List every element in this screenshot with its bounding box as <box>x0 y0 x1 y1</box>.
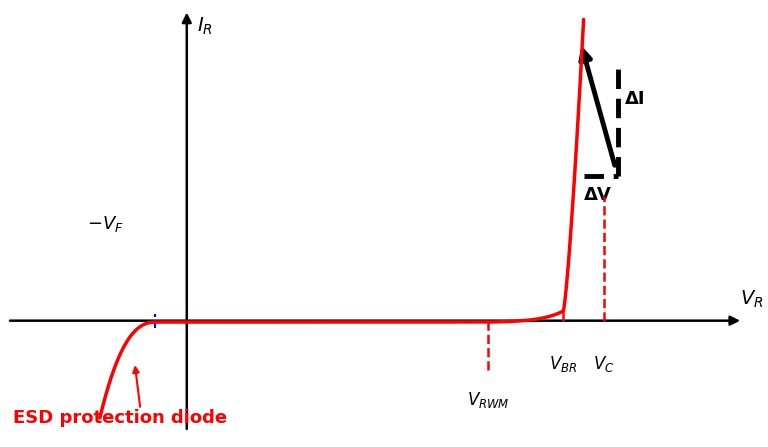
Text: $V_C$: $V_C$ <box>593 354 614 374</box>
Text: $V_{RWM}$: $V_{RWM}$ <box>467 390 509 410</box>
Text: $V_R$: $V_R$ <box>740 288 763 310</box>
Text: ΔI: ΔI <box>625 89 646 108</box>
Text: ΔV: ΔV <box>584 186 611 204</box>
Text: $V_{BR}$: $V_{BR}$ <box>549 354 578 374</box>
Text: $I_R$: $I_R$ <box>197 15 214 37</box>
Text: $-V_F$: $-V_F$ <box>88 214 124 233</box>
Text: ESD protection diode: ESD protection diode <box>13 409 227 427</box>
